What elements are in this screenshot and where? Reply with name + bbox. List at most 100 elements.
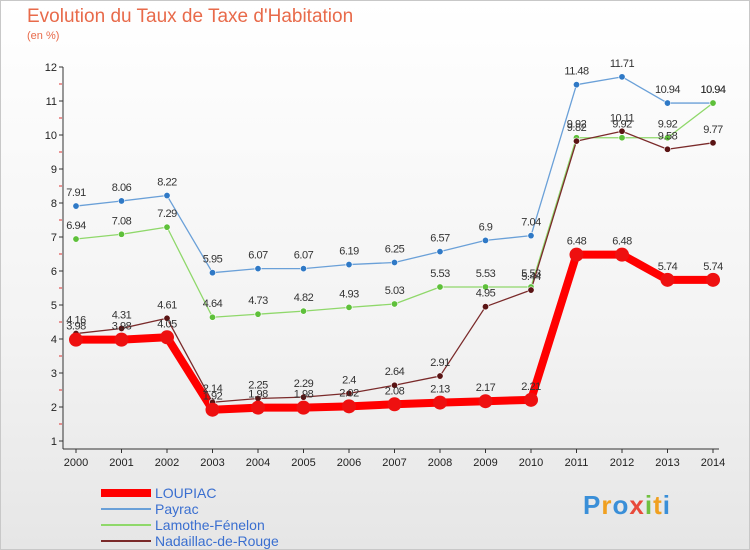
data-point <box>254 310 262 318</box>
data-point <box>663 134 671 142</box>
data-point <box>163 223 171 231</box>
data-label: 5.53 <box>430 268 450 280</box>
data-point <box>163 192 171 200</box>
data-label: 11.48 <box>564 66 589 78</box>
x-tick-label: 2012 <box>610 457 634 469</box>
data-label: 1.98 <box>248 389 268 401</box>
y-tick-label: 2 <box>51 402 57 414</box>
data-label: 4.05 <box>157 318 177 330</box>
data-label: 10.11 <box>610 112 635 124</box>
data-label: 8.06 <box>112 182 132 194</box>
data-label: 8.22 <box>157 177 177 189</box>
data-label: 5.74 <box>703 261 723 273</box>
logo-letter: P <box>583 490 602 520</box>
data-point <box>572 137 580 145</box>
logo-letter: i <box>644 490 654 520</box>
legend-swatch-payrac <box>101 508 151 510</box>
data-label: 6.25 <box>385 244 405 256</box>
x-tick-label: 2014 <box>701 457 725 469</box>
data-point <box>524 392 538 407</box>
data-label: 6.07 <box>248 250 268 262</box>
data-point <box>478 394 493 409</box>
data-label: 5.53 <box>521 268 541 280</box>
data-point <box>436 283 444 291</box>
x-tick-label: 2001 <box>109 457 133 469</box>
x-tick-label: 2006 <box>337 457 361 469</box>
chart-title: Evolution du Taux de Taxe d'Habitation <box>27 6 354 27</box>
data-point <box>209 313 217 321</box>
x-tick-label: 2005 <box>291 457 315 469</box>
series-line-3 <box>75 130 714 403</box>
data-label: 10.94 <box>655 84 680 96</box>
data-label: 6.57 <box>430 233 450 245</box>
chart-subtitle: (en %) <box>27 30 60 42</box>
data-point <box>72 235 80 243</box>
logo-letter: x <box>629 490 645 520</box>
legend-label-payrac: Payrac <box>155 501 199 517</box>
data-point <box>296 400 311 415</box>
data-label: 2.14 <box>203 383 223 395</box>
data-point <box>436 372 444 380</box>
x-tick-label: 2004 <box>246 457 270 469</box>
data-label: 9.92 <box>612 119 632 131</box>
x-tick-label: 2002 <box>155 457 179 469</box>
data-point <box>390 258 398 266</box>
y-tick-label: 9 <box>51 164 57 176</box>
data-label: 2.64 <box>385 366 405 378</box>
data-label: 2.25 <box>248 380 268 392</box>
data-label: 4.82 <box>294 292 314 304</box>
data-label: 9.77 <box>703 124 723 136</box>
data-point <box>345 261 353 269</box>
data-point <box>660 272 675 287</box>
data-label: 2.17 <box>476 382 496 394</box>
data-point <box>436 248 444 256</box>
legend-swatch-nadaillac-de-rouge <box>101 540 151 542</box>
data-point <box>118 230 126 238</box>
logo-letter: r <box>601 490 613 520</box>
data-label: 2.21 <box>521 381 541 393</box>
data-point <box>160 330 174 345</box>
data-point <box>527 232 535 240</box>
legend-swatch-lamothe-fenelon <box>101 524 151 526</box>
data-label: 1.92 <box>203 391 223 403</box>
data-label: 5.74 <box>658 261 678 273</box>
legend-label-lamothe-fenelon: Lamothe-Fénelon <box>155 517 265 533</box>
data-point <box>615 247 629 262</box>
data-point <box>481 303 489 311</box>
data-point <box>163 314 171 322</box>
data-point <box>254 265 262 273</box>
data-label: 3.98 <box>112 321 132 333</box>
y-tick-label: 5 <box>51 300 57 312</box>
x-tick-label: 2003 <box>200 457 224 469</box>
y-tick-label: 11 <box>46 96 57 108</box>
legend-label-loupiac: LOUPIAC <box>155 485 217 501</box>
data-point <box>69 332 83 347</box>
data-point <box>342 399 356 414</box>
data-label: 9.92 <box>658 119 678 131</box>
y-tick-label: 12 <box>45 62 57 74</box>
data-label: 10.94 <box>700 84 725 96</box>
data-label: 2.4 <box>342 374 356 386</box>
data-label: 4.64 <box>203 298 223 310</box>
data-label: 5.03 <box>385 285 405 297</box>
y-tick-label: 4 <box>51 334 57 346</box>
data-point <box>118 197 126 205</box>
data-point <box>709 139 717 147</box>
logo-letter: o <box>612 490 630 520</box>
data-label: 5.95 <box>203 254 223 266</box>
y-tick-label: 10 <box>45 130 57 142</box>
data-label: 7.29 <box>157 208 177 220</box>
logo-letter: i <box>662 490 671 520</box>
data-label: 3.98 <box>66 321 86 333</box>
y-tick-label: 7 <box>51 232 57 244</box>
data-label: 2.91 <box>430 357 450 369</box>
data-point <box>209 269 217 277</box>
data-label: 2.02 <box>339 387 359 399</box>
data-point <box>433 395 447 410</box>
legend-swatch-loupiac <box>101 489 151 497</box>
data-label: 2.13 <box>430 384 450 396</box>
data-label: 4.93 <box>339 288 359 300</box>
x-tick-label: 2013 <box>655 457 679 469</box>
